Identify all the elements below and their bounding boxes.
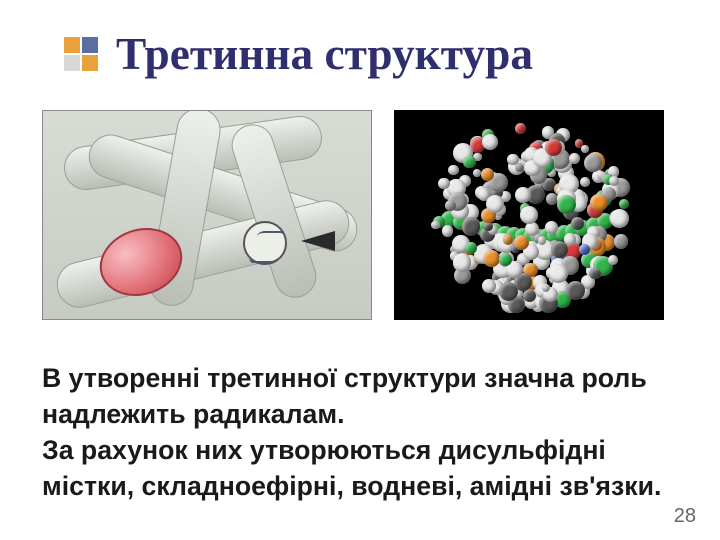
- bullet-sq-tl: [64, 37, 80, 53]
- atom-cluster: [423, 119, 637, 315]
- helix-circle-icon: [243, 221, 287, 265]
- body-line-1: В утворенні третинної структури значна р…: [42, 360, 678, 432]
- title-bullet-icon: [64, 37, 98, 71]
- illustration-tertiary-knot: [42, 110, 372, 320]
- slide-title: Третинна структура: [116, 28, 533, 80]
- title-row: Третинна структура: [0, 28, 720, 80]
- body-text: В утворенні третинної структури значна р…: [42, 360, 678, 504]
- images-row: [42, 110, 678, 320]
- page-number: 28: [674, 505, 696, 528]
- bullet-sq-bl: [64, 55, 80, 71]
- illustration-molecular-model: [394, 110, 664, 320]
- arrow-icon: [301, 231, 335, 251]
- bullet-sq-tr: [82, 37, 98, 53]
- bullet-sq-br: [82, 55, 98, 71]
- body-line-2: За рахунок них утворюються дисульфідні м…: [42, 432, 678, 504]
